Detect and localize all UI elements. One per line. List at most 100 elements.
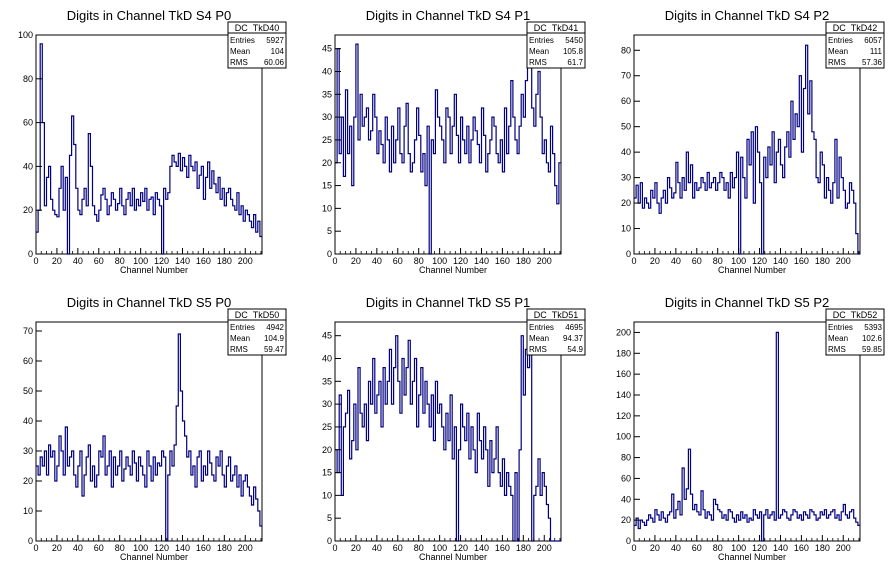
x-tick-label: 80 (713, 256, 723, 266)
y-tick-label: 120 (616, 411, 631, 421)
x-axis-label: Channel Number (419, 265, 487, 275)
x-tick-label: 60 (393, 256, 403, 266)
histogram-pad-s4p2: Digits in Channel TkD S4 P2 0 20 40 60 80 100 1… (598, 0, 896, 287)
x-tick-label: 60 (94, 543, 104, 553)
stats-label: Mean (230, 334, 250, 343)
histogram-pad-s4p1: Digits in Channel TkD S4 P1 0 20 40 60 80 100 1… (299, 0, 597, 287)
x-tick-label: 200 (537, 543, 552, 553)
stats-label: RMS (828, 345, 846, 354)
stats-label: Entries (529, 36, 554, 45)
y-tick-label: 40 (322, 67, 332, 77)
x-tick-label: 60 (692, 543, 702, 553)
stats-label: RMS (230, 345, 248, 354)
x-axis-label: Channel Number (120, 265, 188, 275)
stats-label: Mean (529, 334, 549, 343)
y-tick-label: 70 (23, 326, 33, 336)
stats-box (825, 21, 885, 69)
x-tick-label: 80 (713, 543, 723, 553)
y-tick-label: 160 (616, 369, 631, 379)
stats-value: 5927 (266, 36, 284, 45)
y-tick-label: 40 (621, 494, 631, 504)
x-tick-label: 200 (238, 543, 253, 553)
x-tick-label: 0 (631, 543, 636, 553)
y-tick-label: 45 (322, 44, 332, 54)
stats-value: 111 (870, 47, 883, 56)
stats-label: Entries (230, 36, 255, 45)
histogram-series (36, 43, 262, 255)
x-tick-label: 140 (175, 543, 190, 553)
y-tick-label: 35 (322, 376, 332, 386)
stats-value: 61.7 (567, 58, 583, 67)
y-tick-label: 0 (327, 249, 332, 259)
y-tick-label: 15 (322, 468, 332, 478)
stats-label: Mean (230, 47, 250, 56)
stats-box (526, 21, 586, 69)
histogram-svg: Digits in Channel TkD S4 P20 20 40 60 80 100 1… (621, 8, 885, 275)
y-tick-label: 5 (327, 226, 332, 236)
stats-label: Mean (828, 334, 848, 343)
y-tick-label: 140 (616, 390, 631, 400)
x-tick-label: 180 (815, 543, 830, 553)
x-tick-label: 120 (752, 543, 767, 553)
x-axis-label: Channel Number (120, 552, 188, 562)
y-tick-label: 60 (621, 473, 631, 483)
stats-label: RMS (828, 58, 846, 67)
histogram-series (634, 331, 860, 542)
x-tick-label: 40 (372, 256, 382, 266)
x-tick-label: 160 (495, 543, 510, 553)
chart-title: Digits in Channel TkD S5 P0 (67, 295, 232, 310)
x-tick-label: 100 (133, 543, 148, 553)
y-tick-label: 0 (327, 536, 332, 546)
x-axis-label: Channel Number (419, 552, 487, 562)
x-tick-label: 40 (372, 543, 382, 553)
x-tick-label: 100 (133, 256, 148, 266)
stats-value: 5393 (864, 323, 882, 332)
x-tick-label: 60 (393, 543, 403, 553)
y-tick-label: 40 (322, 354, 332, 364)
histogram-pad-s5p2: Digits in Channel TkD S5 P2 0 20 40 60 80 100 1… (598, 287, 896, 574)
plot-frame (334, 34, 562, 255)
x-tick-label: 100 (432, 256, 447, 266)
plot-frame (633, 34, 861, 255)
x-tick-label: 180 (217, 543, 232, 553)
x-tick-label: 0 (33, 256, 38, 266)
x-tick-label: 40 (73, 256, 83, 266)
x-tick-label: 20 (351, 543, 361, 553)
y-tick-label: 30 (23, 446, 33, 456)
y-tick-label: 60 (621, 96, 631, 106)
stats-value: 5450 (565, 36, 583, 45)
y-tick-label: 45 (322, 331, 332, 341)
y-tick-label: 100 (616, 432, 631, 442)
x-axis-label: Channel Number (718, 265, 786, 275)
x-tick-label: 20 (52, 543, 62, 553)
histogram-series (634, 44, 860, 255)
stats-box (227, 21, 287, 69)
stats-box (825, 308, 885, 356)
histogram-pad-s4p0: Digits in Channel TkD S4 P0 0 20 40 60 80 100 1… (0, 0, 298, 287)
y-tick-label: 40 (621, 147, 631, 157)
x-tick-label: 160 (196, 256, 211, 266)
x-tick-label: 20 (650, 256, 660, 266)
stats-label: Mean (828, 47, 848, 56)
plot-frame (334, 321, 562, 542)
histogram-svg: Digits in Channel TkD S5 P2 0 20 40 60 80 100 1… (616, 295, 885, 562)
y-tick-label: 30 (322, 112, 332, 122)
x-axis-label: Channel Number (718, 552, 786, 562)
x-tick-label: 120 (154, 543, 169, 553)
stats-value: 57.36 (862, 58, 883, 67)
histogram-series (36, 333, 262, 542)
y-tick-label: 20 (621, 198, 631, 208)
y-tick-label: 10 (621, 224, 631, 234)
stats-label: Mean (529, 47, 549, 56)
x-tick-label: 20 (351, 256, 361, 266)
chart-title: Digits in Channel TkD S5 P1 (366, 295, 531, 310)
y-tick-label: 35 (322, 89, 332, 99)
y-tick-label: 60 (23, 118, 33, 128)
stats-value: 94.37 (563, 334, 584, 343)
x-tick-label: 160 (794, 256, 809, 266)
x-tick-label: 200 (537, 256, 552, 266)
chart-title: Digits in Channel TkD S4 P2 (665, 8, 830, 23)
y-tick-label: 30 (322, 399, 332, 409)
x-tick-label: 200 (836, 543, 851, 553)
x-tick-label: 160 (794, 543, 809, 553)
